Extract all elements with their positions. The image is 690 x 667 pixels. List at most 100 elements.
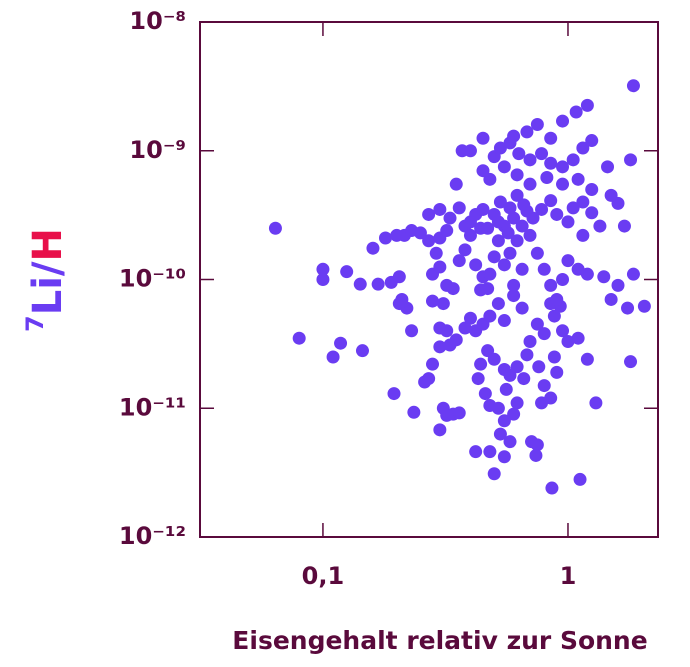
point	[556, 324, 570, 338]
point	[580, 352, 594, 366]
point	[510, 168, 524, 182]
point	[580, 267, 594, 281]
point	[443, 211, 457, 225]
point	[550, 207, 564, 221]
y-axis-label: 7Li/H	[21, 228, 71, 332]
point	[340, 265, 354, 279]
point	[571, 331, 585, 345]
point	[520, 204, 534, 218]
point	[585, 206, 599, 220]
point	[540, 170, 554, 184]
y-label-li: Li/	[25, 261, 71, 315]
point	[515, 301, 529, 315]
point	[573, 472, 587, 486]
point	[478, 387, 492, 401]
point	[532, 360, 546, 374]
point	[493, 195, 507, 209]
point	[426, 357, 440, 371]
point	[510, 234, 524, 248]
point	[491, 234, 505, 248]
point	[530, 438, 544, 452]
point	[392, 270, 406, 284]
point	[497, 414, 511, 428]
y-tick-label: 10⁻¹¹	[119, 393, 186, 421]
point	[474, 357, 488, 371]
point	[537, 379, 551, 393]
point	[589, 396, 603, 410]
point	[507, 289, 521, 303]
point	[463, 311, 477, 325]
point	[503, 368, 517, 382]
point	[476, 202, 490, 216]
point	[503, 201, 517, 215]
point	[387, 387, 401, 401]
point	[499, 382, 513, 396]
point	[611, 278, 625, 292]
point	[491, 297, 505, 311]
point	[593, 219, 607, 233]
point	[512, 147, 526, 161]
point	[469, 258, 483, 272]
point	[433, 423, 447, 437]
point	[481, 221, 495, 235]
point	[544, 131, 558, 145]
point	[535, 147, 549, 161]
point	[463, 144, 477, 158]
point	[481, 282, 495, 296]
point	[433, 340, 447, 354]
point	[491, 215, 505, 229]
point	[497, 314, 511, 328]
point	[355, 344, 369, 358]
point	[487, 250, 501, 264]
point	[535, 202, 549, 216]
point	[326, 350, 340, 364]
point	[422, 234, 436, 248]
point	[545, 481, 559, 495]
point	[458, 321, 472, 335]
point	[523, 334, 537, 348]
point	[530, 117, 544, 131]
point	[392, 297, 406, 311]
point	[624, 355, 638, 369]
point	[422, 207, 436, 221]
point	[501, 226, 515, 240]
point	[544, 391, 558, 405]
point	[556, 114, 570, 128]
point	[449, 333, 463, 347]
point	[503, 246, 517, 260]
point	[446, 282, 460, 296]
point	[507, 211, 521, 225]
point	[407, 405, 421, 419]
point	[626, 79, 640, 93]
point	[550, 365, 564, 379]
point	[316, 262, 330, 276]
point	[483, 445, 497, 459]
x-tick-label: 1	[560, 562, 577, 590]
point	[366, 241, 380, 255]
point	[476, 131, 490, 145]
point	[637, 299, 651, 313]
point	[458, 243, 472, 257]
point	[626, 267, 640, 281]
point	[547, 350, 561, 364]
point	[429, 246, 443, 260]
point	[487, 467, 501, 481]
point	[405, 324, 419, 338]
y-label-mass: 7	[21, 315, 49, 332]
point	[515, 262, 529, 276]
point	[483, 309, 497, 323]
point	[413, 226, 427, 240]
y-tick-label: 10⁻⁹	[129, 136, 186, 164]
point	[452, 254, 466, 268]
point	[561, 334, 575, 348]
point	[433, 202, 447, 216]
point	[550, 292, 564, 306]
point	[604, 292, 618, 306]
point	[491, 401, 505, 415]
y-tick-label: 10⁻¹²	[119, 522, 186, 550]
point	[621, 301, 635, 315]
point	[476, 164, 490, 178]
point	[497, 160, 511, 174]
point	[547, 309, 561, 323]
point	[530, 246, 544, 260]
